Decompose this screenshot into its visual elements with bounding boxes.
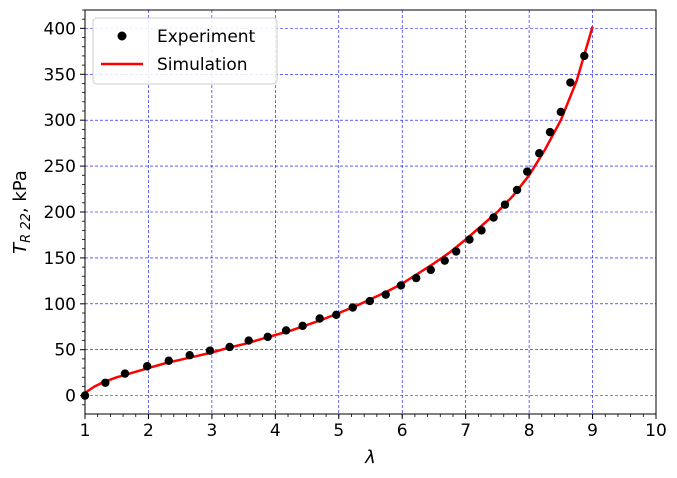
x-tick-label: 8 bbox=[524, 421, 535, 441]
x-tick-label: 7 bbox=[460, 421, 471, 441]
experiment-point bbox=[545, 127, 555, 137]
axis-labels: λ TR 22, kPa bbox=[10, 170, 376, 468]
y-axis-label-main: T bbox=[10, 241, 31, 254]
experiment-point bbox=[205, 346, 215, 355]
experiment-point bbox=[556, 107, 566, 117]
experiment-point bbox=[142, 362, 152, 371]
experiment-point bbox=[512, 185, 522, 195]
experiment-point bbox=[381, 290, 390, 299]
x-axis-label: λ bbox=[364, 447, 376, 468]
x-tick-label: 3 bbox=[206, 421, 217, 441]
y-tick-label: 0 bbox=[65, 387, 76, 407]
experiment-point bbox=[465, 235, 474, 244]
experiment-point bbox=[396, 281, 406, 290]
legend-label-experiment: Experiment bbox=[157, 27, 256, 47]
x-tick-label: 2 bbox=[143, 421, 154, 441]
y-tick-label: 400 bbox=[44, 19, 76, 39]
y-tick-label: 300 bbox=[44, 111, 76, 131]
experiment-point bbox=[101, 378, 110, 387]
legend: Experiment Simulation bbox=[92, 17, 278, 85]
experiment-point bbox=[225, 342, 234, 352]
experiment-point bbox=[244, 336, 253, 345]
experiment-point bbox=[164, 356, 173, 365]
y-axis-label-subscript: R 22 bbox=[19, 213, 34, 243]
experiment-point bbox=[315, 314, 324, 323]
experiment-point bbox=[477, 226, 486, 235]
experiment-point bbox=[426, 265, 435, 275]
experiment-point bbox=[523, 167, 532, 176]
experiment-point bbox=[566, 78, 575, 87]
x-tick-label: 9 bbox=[587, 421, 598, 441]
y-tick-label: 100 bbox=[44, 295, 76, 315]
y-axis-label-unit: , kPa bbox=[10, 170, 31, 213]
experiment-point bbox=[500, 200, 510, 209]
x-tick-label: 5 bbox=[333, 421, 344, 441]
experiment-point bbox=[332, 310, 341, 320]
experiment-point bbox=[489, 213, 498, 222]
experiment-point bbox=[451, 247, 461, 256]
experiment-point bbox=[281, 326, 291, 335]
y-axis-label: TR 22, kPa bbox=[10, 170, 34, 254]
experiment-point bbox=[580, 51, 589, 61]
legend-box bbox=[92, 17, 278, 85]
experiment-point bbox=[185, 351, 194, 360]
x-tick-label: 1 bbox=[80, 421, 91, 441]
y-tick-label: 250 bbox=[44, 157, 76, 177]
y-tick-label: 50 bbox=[54, 341, 76, 361]
x-tick-label: 4 bbox=[270, 421, 281, 441]
y-tick-label: 350 bbox=[44, 65, 76, 85]
experiment-point bbox=[120, 369, 130, 378]
experiment-point bbox=[298, 321, 307, 331]
experiment-point bbox=[263, 332, 272, 342]
y-tick-label: 150 bbox=[44, 249, 76, 269]
y-tick-label: 200 bbox=[44, 203, 76, 223]
legend-marker-experiment bbox=[117, 31, 127, 41]
legend-label-simulation: Simulation bbox=[157, 55, 248, 75]
x-tick-label: 10 bbox=[645, 421, 667, 441]
experiment-point bbox=[365, 296, 375, 306]
experiment-point bbox=[411, 273, 421, 283]
experiment-point bbox=[535, 149, 544, 158]
plot-series bbox=[80, 26, 594, 400]
experiment-point bbox=[440, 256, 449, 265]
experiment-point bbox=[348, 303, 357, 312]
x-tick-label: 6 bbox=[397, 421, 408, 441]
